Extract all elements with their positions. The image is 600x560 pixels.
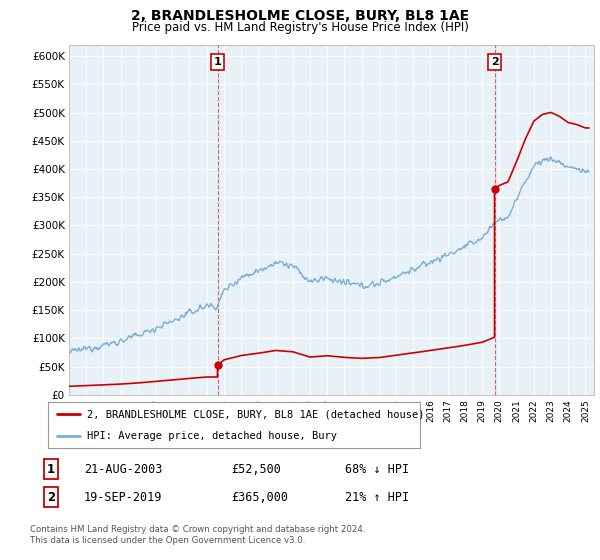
Text: 2, BRANDLESHOLME CLOSE, BURY, BL8 1AE: 2, BRANDLESHOLME CLOSE, BURY, BL8 1AE [131,9,469,23]
Text: Contains HM Land Registry data © Crown copyright and database right 2024.
This d: Contains HM Land Registry data © Crown c… [30,525,365,545]
Text: £365,000: £365,000 [231,491,288,504]
Text: £52,500: £52,500 [231,463,281,476]
Text: Price paid vs. HM Land Registry's House Price Index (HPI): Price paid vs. HM Land Registry's House … [131,21,469,34]
Text: 1: 1 [47,463,55,476]
Text: 21% ↑ HPI: 21% ↑ HPI [345,491,409,504]
Text: 68% ↓ HPI: 68% ↓ HPI [345,463,409,476]
Text: 1: 1 [214,57,221,67]
Text: 2: 2 [47,491,55,504]
Text: 2: 2 [491,57,499,67]
Text: 19-SEP-2019: 19-SEP-2019 [84,491,163,504]
Text: HPI: Average price, detached house, Bury: HPI: Average price, detached house, Bury [87,431,337,441]
Text: 2, BRANDLESHOLME CLOSE, BURY, BL8 1AE (detached house): 2, BRANDLESHOLME CLOSE, BURY, BL8 1AE (d… [87,409,425,419]
Text: 21-AUG-2003: 21-AUG-2003 [84,463,163,476]
